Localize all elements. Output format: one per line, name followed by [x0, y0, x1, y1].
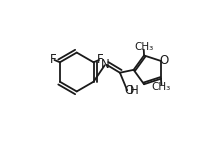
Text: H: H	[130, 84, 139, 96]
Text: N: N	[101, 58, 110, 71]
Text: F: F	[97, 53, 104, 66]
Text: CH₃: CH₃	[134, 42, 153, 52]
Text: O: O	[159, 54, 168, 67]
Text: F: F	[50, 53, 56, 66]
Text: CH₃: CH₃	[152, 82, 171, 92]
Text: O: O	[124, 84, 133, 96]
